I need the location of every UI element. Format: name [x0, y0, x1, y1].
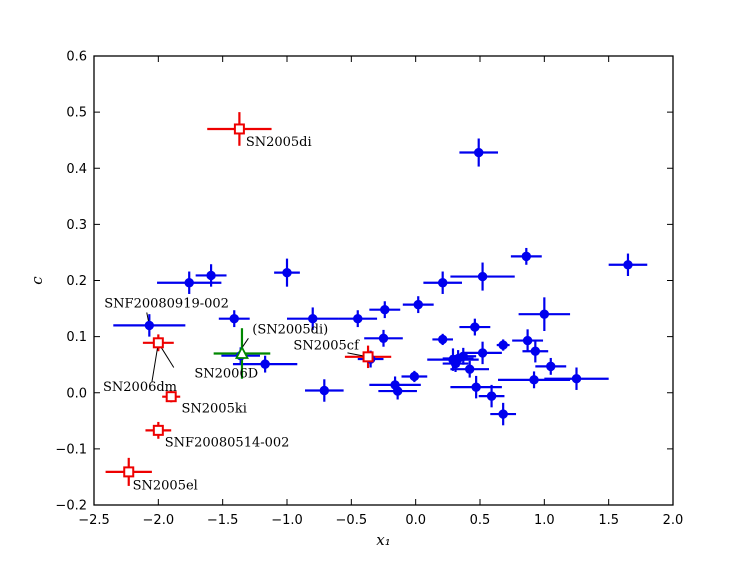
data-point	[474, 147, 484, 158]
data-point	[450, 358, 461, 369]
data-point-highlighted	[152, 337, 164, 349]
data-point	[380, 304, 390, 315]
x-tick-label: −1.5	[207, 513, 239, 528]
data-point	[413, 299, 423, 310]
x-tick-label: −1.0	[271, 513, 303, 528]
data-point	[282, 267, 292, 278]
data-point	[477, 348, 488, 358]
annotation-label: SNF20080514-002	[165, 436, 290, 451]
x-tick-label: 2.0	[663, 513, 684, 528]
data-point-highlighted	[233, 123, 245, 135]
data-point	[144, 320, 155, 331]
annotation-label: (SN2005di)	[252, 322, 328, 337]
leader-line	[151, 342, 159, 383]
annotation-label: SN2005di	[246, 135, 312, 150]
x-tick-label: −0.5	[336, 513, 368, 528]
data-point	[530, 346, 541, 356]
data-point	[623, 260, 633, 270]
y-tick-label: −0.1	[55, 442, 87, 457]
data-point	[465, 364, 475, 374]
data-point	[308, 313, 318, 324]
data-point-highlighted	[362, 351, 374, 363]
data-point	[409, 371, 420, 382]
data-point-highlighted	[123, 466, 135, 478]
y-tick-label: 0.3	[66, 218, 87, 233]
y-tick-label: 0.0	[66, 386, 87, 401]
data-point	[539, 309, 550, 319]
data-point-highlighted	[152, 424, 164, 436]
data-point	[437, 278, 448, 288]
y-tick-label: 0.1	[66, 330, 87, 345]
y-axis-ticks: −0.2 −0.1 0.0 0.1 0.2 0.3 0.4 0.5 0.6	[55, 50, 673, 514]
data-point-alternate	[234, 345, 249, 359]
data-point	[498, 340, 508, 350]
data-point-highlighted	[165, 391, 177, 403]
x-axis-label: x₁	[376, 531, 390, 549]
annotations: SN2005di SNF20080919-002 (SN2005di) SN2005c…	[103, 135, 360, 493]
x-tick-label: 0.0	[405, 513, 426, 528]
y-tick-label: 0.5	[66, 106, 87, 121]
data-point	[571, 374, 582, 384]
data-point	[437, 334, 448, 345]
x-tick-label: −2.0	[143, 513, 175, 528]
data-point	[229, 313, 239, 324]
data-point	[521, 251, 532, 262]
x-tick-label: 1.0	[534, 513, 555, 528]
y-axis-label: c	[28, 276, 46, 285]
data-point	[353, 313, 363, 324]
data-point	[529, 375, 539, 385]
data-point	[319, 385, 330, 396]
data-point	[546, 361, 556, 372]
x-tick-label: −2.5	[78, 513, 110, 528]
data-markers	[123, 123, 633, 478]
data-point	[470, 322, 480, 332]
y-tick-label: 0.4	[66, 162, 87, 177]
data-point	[486, 391, 497, 401]
annotation-label: SNF20080919-002	[104, 296, 229, 311]
data-point	[378, 333, 389, 344]
data-point	[392, 386, 403, 396]
data-point	[477, 271, 488, 282]
data-point	[260, 359, 270, 369]
annotation-label: SN2005el	[133, 478, 198, 493]
data-point	[471, 382, 481, 392]
data-point	[206, 270, 216, 281]
annotation-label: SN2005ki	[181, 401, 246, 416]
data-point	[498, 409, 508, 419]
annotation-label: SN2005cf	[293, 339, 360, 354]
x-tick-label: 1.5	[598, 513, 619, 528]
x-axis-ticks: −2.5 −2.0 −1.5 −1.0 −0.5 0.0 0.5 1.0 1.5 2.0	[78, 56, 683, 528]
data-point	[522, 335, 533, 346]
y-tick-label: 0.2	[66, 274, 87, 289]
y-tick-label: 0.6	[66, 50, 87, 65]
y-tick-label: −0.2	[55, 499, 87, 514]
data-point	[184, 278, 194, 288]
x-tick-label: 0.5	[470, 513, 491, 528]
annotation-label: SN2006dm	[103, 380, 177, 395]
annotation-label: SN2006D	[194, 367, 258, 382]
